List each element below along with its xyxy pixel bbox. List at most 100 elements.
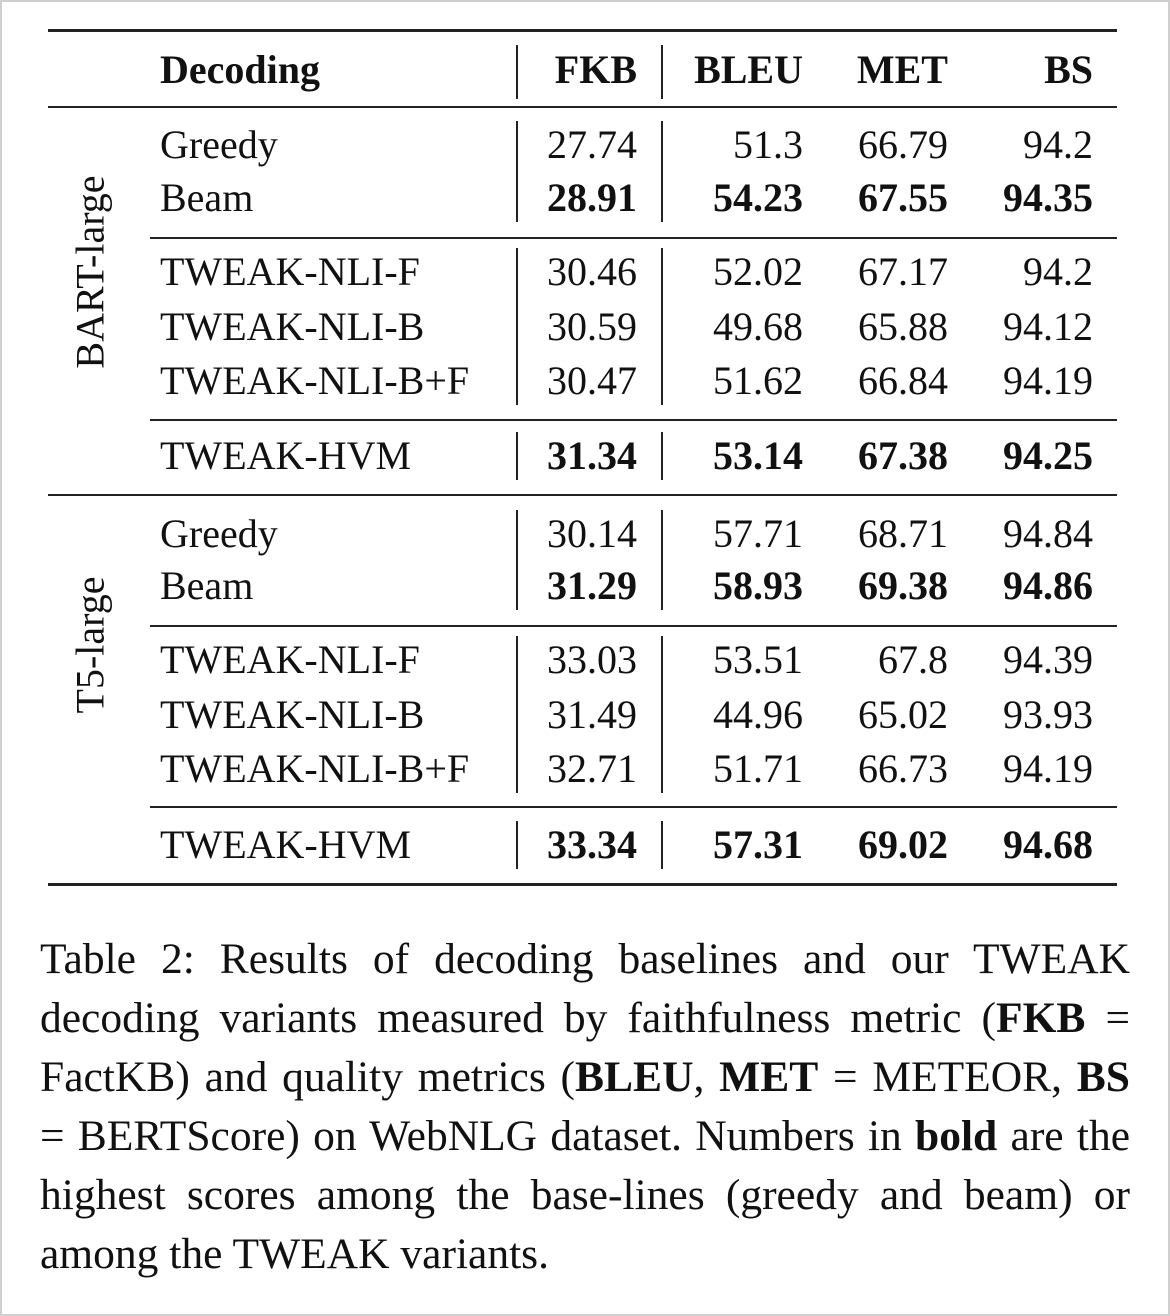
bottom-rule: [48, 883, 1117, 886]
score-bleu: 52.02: [713, 249, 803, 294]
group-rule: [48, 494, 1117, 496]
score-bleu: 58.93: [713, 563, 803, 608]
score-met: 66.79: [858, 122, 948, 167]
decoding-label: TWEAK-HVM: [160, 822, 412, 867]
decoding-label: TWEAK-NLI-F: [160, 637, 420, 682]
score-bs: 94.84: [1003, 511, 1093, 556]
header-fkb: FKB: [554, 47, 637, 92]
score-bs: 94.25: [1003, 433, 1093, 478]
caption-text: = METEOR,: [818, 1053, 1077, 1101]
score-bs: 94.35: [1003, 175, 1093, 220]
score-bleu: 49.68: [713, 304, 803, 349]
decoding-label: Greedy: [160, 511, 278, 556]
column-divider: [516, 510, 518, 610]
score-fkb: 30.59: [547, 304, 637, 349]
decoding-label: TWEAK-NLI-B+F: [160, 358, 470, 403]
score-fkb: 32.71: [547, 746, 637, 791]
score-fkb: 30.14: [547, 511, 637, 556]
header-decoding: Decoding: [160, 47, 320, 92]
score-fkb: 31.34: [547, 433, 637, 478]
caption-text: = FactKB) and quality metrics (: [40, 994, 1130, 1101]
score-bleu: 51.71: [713, 746, 803, 791]
block-rule: [150, 625, 1117, 627]
column-divider: [661, 248, 663, 405]
score-bs: 94.39: [1003, 637, 1093, 682]
score-met: 67.8: [878, 637, 948, 682]
caption-text: Table 2: Results of decoding baselines a…: [40, 935, 1130, 1042]
score-fkb: 28.91: [547, 175, 637, 220]
model-label: BART-large: [67, 175, 113, 369]
score-met: 65.88: [858, 304, 948, 349]
header-met: MET: [856, 47, 948, 92]
table-caption: Table 2: Results of decoding baselines a…: [40, 930, 1130, 1284]
decoding-label: TWEAK-NLI-F: [160, 249, 420, 294]
score-bs: 94.12: [1003, 304, 1093, 349]
caption-bold-term: BS: [1076, 1053, 1131, 1101]
score-met: 66.84: [858, 358, 948, 403]
score-met: 65.02: [858, 692, 948, 737]
score-met: 67.38: [858, 433, 948, 478]
score-bleu: 44.96: [713, 692, 803, 737]
score-fkb: 31.49: [547, 692, 637, 737]
score-bleu: 57.71: [713, 511, 803, 556]
score-met: 67.55: [858, 175, 948, 220]
score-bleu: 57.31: [713, 822, 803, 867]
decoding-label: TWEAK-NLI-B: [160, 304, 425, 349]
score-fkb: 33.34: [547, 822, 637, 867]
column-divider: [516, 821, 518, 869]
score-fkb: 33.03: [547, 637, 637, 682]
score-bleu: 53.14: [713, 433, 803, 478]
caption-bold-term: MET: [719, 1053, 819, 1101]
score-met: 66.73: [858, 746, 948, 791]
decoding-label: Greedy: [160, 122, 278, 167]
block-rule: [150, 806, 1117, 808]
score-bs: 94.19: [1003, 746, 1093, 791]
caption-text: are the highest scores among the base-li…: [40, 1112, 1130, 1278]
score-met: 69.38: [858, 563, 948, 608]
score-bleu: 51.62: [713, 358, 803, 403]
score-fkb: 30.47: [547, 358, 637, 403]
column-divider: [516, 248, 518, 405]
decoding-label: Beam: [160, 563, 254, 608]
score-bleu: 51.3: [733, 122, 803, 167]
header-rule: [48, 106, 1117, 108]
score-met: 68.71: [858, 511, 948, 556]
column-divider: [661, 510, 663, 610]
score-bleu: 54.23: [713, 175, 803, 220]
score-fkb: 30.46: [547, 249, 637, 294]
caption-bold-term: bold: [915, 1112, 998, 1160]
decoding-label: TWEAK-HVM: [160, 433, 412, 478]
caption-text: ,: [693, 1053, 720, 1101]
column-divider: [661, 121, 663, 222]
block-rule: [150, 237, 1117, 239]
score-bs: 94.2: [1023, 249, 1093, 294]
score-bs: 93.93: [1003, 692, 1093, 737]
header-divider-2: [661, 45, 663, 99]
score-bs: 94.68: [1003, 822, 1093, 867]
header-bleu: BLEU: [694, 47, 803, 92]
score-met: 67.17: [858, 249, 948, 294]
header-bs: BS: [1044, 47, 1093, 92]
column-divider: [661, 821, 663, 869]
column-divider: [661, 636, 663, 793]
score-bs: 94.19: [1003, 358, 1093, 403]
top-rule: [48, 29, 1117, 32]
column-divider: [516, 121, 518, 222]
header-divider-1: [516, 45, 518, 99]
score-met: 69.02: [858, 822, 948, 867]
block-rule: [150, 419, 1117, 421]
score-fkb: 27.74: [547, 122, 637, 167]
caption-bold-term: BLEU: [575, 1053, 694, 1101]
decoding-label: TWEAK-NLI-B: [160, 692, 425, 737]
decoding-label: TWEAK-NLI-B+F: [160, 746, 470, 791]
column-divider: [661, 432, 663, 480]
score-bleu: 53.51: [713, 637, 803, 682]
score-fkb: 31.29: [547, 563, 637, 608]
column-divider: [516, 636, 518, 793]
column-divider: [516, 432, 518, 480]
score-bs: 94.2: [1023, 122, 1093, 167]
caption-text: = BERTScore) on WebNLG dataset. Numbers …: [40, 1112, 916, 1160]
score-bs: 94.86: [1003, 563, 1093, 608]
decoding-label: Beam: [160, 175, 254, 220]
